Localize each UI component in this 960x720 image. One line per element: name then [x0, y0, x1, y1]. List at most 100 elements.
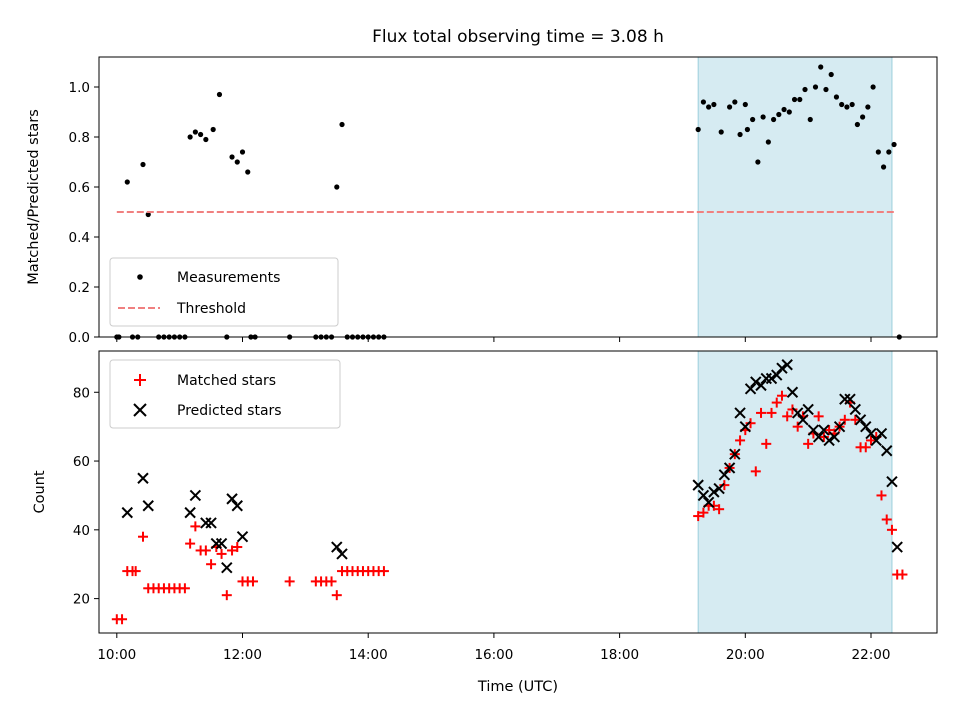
x-stroke-b [865, 427, 877, 440]
predicted-star-point [802, 403, 814, 416]
x-stroke-b [849, 403, 862, 416]
matched-star-point [130, 566, 141, 577]
predicted-star-point [765, 372, 778, 385]
top-legend: Measurements Threshold [109, 257, 339, 327]
x-stroke-b [226, 493, 238, 505]
predicted-star-point [236, 531, 249, 543]
measurement-point [818, 64, 824, 70]
predicted-star-point [818, 424, 830, 436]
x-tick-label: 18:00 [600, 647, 639, 663]
matched-star-point [897, 569, 908, 580]
measurement-point [732, 99, 738, 105]
x-stroke-b [718, 469, 731, 481]
x-stroke-b [210, 537, 223, 550]
measurement-point [786, 109, 792, 115]
predicted-star-point [839, 393, 851, 405]
measurement-point [776, 111, 782, 118]
predicted-star-point [870, 434, 882, 447]
matched-star-point [232, 542, 243, 553]
matched-star-point [750, 466, 761, 477]
y-tick-label: 60 [73, 454, 90, 470]
matched-star-point [756, 407, 767, 418]
matched-star-point [206, 559, 217, 570]
x-stroke-b [750, 376, 762, 388]
measurement-point [706, 104, 712, 110]
x-stroke-b [739, 420, 752, 433]
matched-star-point [227, 545, 238, 556]
predicted-star-point [744, 383, 757, 395]
measurement-point [140, 161, 146, 168]
x-stroke-b [231, 500, 243, 512]
x-stroke-b [142, 500, 154, 512]
top-legend-box [109, 257, 339, 327]
chart-title: Flux total observing time = 3.08 h [372, 27, 664, 47]
measurement-point [234, 159, 240, 165]
y-tick-label: 1.0 [69, 80, 90, 96]
predicted-star-point [708, 486, 720, 498]
x-tick-label: 10:00 [97, 647, 136, 663]
measurement-point [770, 116, 777, 123]
x-stroke-b [708, 486, 720, 498]
x-stroke-b [729, 448, 741, 460]
matched-star-point [331, 590, 342, 601]
predicted-star-point [231, 500, 243, 512]
legend-label-predicted: Predicted stars [177, 403, 282, 419]
matched-star-point [771, 397, 782, 408]
x-stroke-b [744, 383, 757, 395]
x-stroke-b [812, 431, 825, 443]
matched-star-point [137, 531, 148, 542]
measurement-point [854, 121, 860, 128]
predicted-star-point [807, 424, 820, 436]
predicted-star-point [797, 414, 809, 426]
y-tick-label: 20 [73, 592, 90, 608]
measurement-point [216, 91, 223, 98]
predicted-star-point [865, 427, 877, 440]
x-stroke-b [734, 407, 746, 419]
measurement-point [880, 164, 887, 170]
matched-star-point [200, 545, 211, 556]
predicted-star-point [891, 541, 903, 553]
x-stroke-b [791, 407, 804, 419]
predicted-star-point [755, 379, 767, 392]
x-stroke-b [205, 517, 217, 529]
bottom-y-axis-label: Count [32, 470, 48, 513]
x-stroke-b [121, 506, 133, 519]
predicted-star-point [828, 431, 841, 443]
measurement-point [718, 129, 724, 135]
x-tick-label: 22:00 [852, 647, 891, 663]
y-tick-label: 0.8 [69, 130, 90, 146]
measurement-point [750, 116, 756, 123]
predicted-star-point [786, 386, 799, 398]
matched-star-point [185, 538, 196, 549]
measurement-point [229, 154, 235, 160]
x-tick-label: 20:00 [726, 647, 765, 663]
matched-star-point [708, 500, 719, 511]
predicted-star-point [739, 420, 752, 433]
predicted-star-point [854, 414, 867, 426]
matched-star-point [326, 576, 337, 587]
x-stroke-b [755, 379, 767, 392]
y-tick-label: 0.0 [69, 330, 90, 346]
x-stroke-b [818, 424, 830, 436]
measurement-point [833, 94, 840, 100]
legend-label-matched: Matched stars [177, 373, 276, 389]
x-stroke-b [776, 362, 788, 374]
matched-star-point [117, 614, 128, 625]
predicted-star-point [184, 506, 196, 519]
matched-star-point [886, 524, 897, 535]
x-stroke-b [702, 496, 715, 509]
predicted-star-point [812, 431, 825, 443]
matched-star-point [818, 431, 829, 442]
x-stroke-b [189, 489, 202, 502]
x-stroke-b [760, 372, 772, 385]
y-tick-label: 40 [73, 523, 90, 539]
x-stroke-b [823, 434, 835, 447]
legend-label-measurements: Measurements [177, 270, 280, 286]
measurement-point [791, 96, 798, 103]
predicted-star-point [336, 548, 348, 560]
x-stroke-b [854, 414, 867, 426]
predicted-star-point [849, 403, 862, 416]
y-tick-label: 0.6 [69, 180, 90, 196]
predicted-star-point [702, 496, 715, 509]
